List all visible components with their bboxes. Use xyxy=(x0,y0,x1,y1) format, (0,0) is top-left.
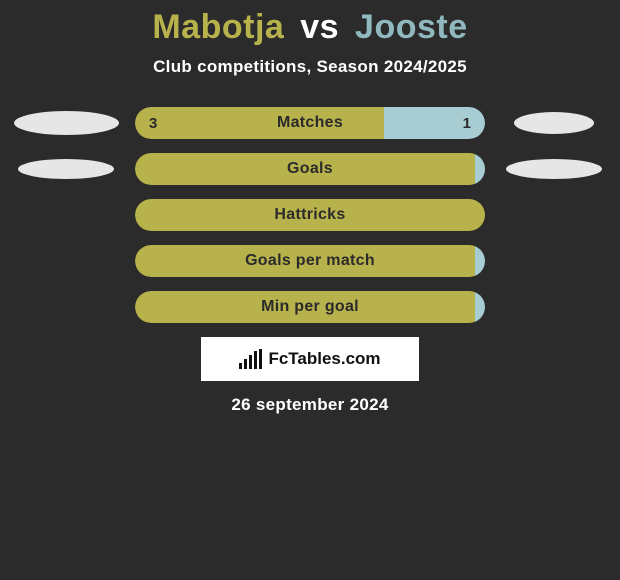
chart-icon xyxy=(239,349,262,369)
stat-bar-label: Goals xyxy=(135,160,485,178)
right-ellipse-slot xyxy=(499,112,609,134)
left-ellipse-slot xyxy=(11,159,121,179)
stat-left-value: 3 xyxy=(149,115,157,132)
subtitle: Club competitions, Season 2024/2025 xyxy=(0,57,620,77)
comparison-card: Mabotja vs Jooste Club competitions, Sea… xyxy=(0,0,620,580)
title-vs: vs xyxy=(300,8,339,46)
stat-bar: Matches3 1 xyxy=(135,107,485,139)
right-ellipse xyxy=(514,112,594,134)
brand-logo: FcTables.com xyxy=(201,337,419,381)
stat-row: Hattricks xyxy=(0,199,620,231)
title-left-player: Mabotja xyxy=(152,8,284,46)
brand-logo-text: FcTables.com xyxy=(268,349,380,369)
stat-bar: Goals xyxy=(135,153,485,185)
stat-right-value: 1 xyxy=(463,115,471,132)
stat-bar-label: Matches xyxy=(135,114,485,132)
left-ellipse xyxy=(18,159,114,179)
left-ellipse-slot xyxy=(11,111,121,135)
page-title: Mabotja vs Jooste xyxy=(0,8,620,47)
left-ellipse xyxy=(14,111,119,135)
stat-row: Goals per match xyxy=(0,245,620,277)
stat-row: Min per goal xyxy=(0,291,620,323)
title-right-player: Jooste xyxy=(355,8,468,46)
stat-bar-label: Hattricks xyxy=(135,206,485,224)
stat-bar: Min per goal xyxy=(135,291,485,323)
stat-bar-label: Min per goal xyxy=(135,298,485,316)
date-label: 26 september 2024 xyxy=(0,395,620,415)
stat-row: Matches3 1 xyxy=(0,107,620,139)
right-ellipse-slot xyxy=(499,159,609,179)
stat-bar-label: Goals per match xyxy=(135,252,485,270)
stat-row: Goals xyxy=(0,153,620,185)
stat-rows: Matches3 1 Goals Hattricks Goals per match Mi… xyxy=(0,107,620,323)
stat-bar: Hattricks xyxy=(135,199,485,231)
stat-bar: Goals per match xyxy=(135,245,485,277)
right-ellipse xyxy=(506,159,602,179)
